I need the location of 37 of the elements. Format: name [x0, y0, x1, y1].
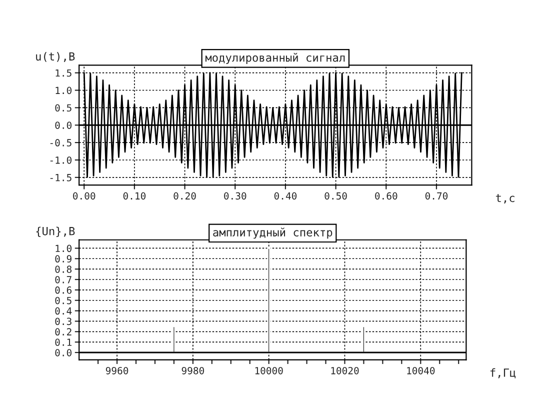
x-tick-label: 10000: [255, 366, 283, 374]
y-tick-label: 0.2: [55, 328, 72, 336]
y-tick-label: 0.7: [55, 276, 72, 284]
x-axis-title: f,Гц: [490, 368, 516, 378]
x-tick-label: 0.10: [123, 192, 146, 200]
y-tick-label: -0.5: [50, 139, 72, 146]
y-tick-label: 0.5: [55, 104, 72, 112]
x-tick-label: 9980: [182, 366, 204, 374]
y-tick-label: 1.0: [56, 86, 72, 94]
y-tick-label: 0.5: [55, 296, 72, 304]
y-tick-label: 0.6: [55, 286, 72, 294]
y-tick-label: 0.0: [55, 122, 72, 129]
chart-title: амплитудный спектр: [213, 228, 332, 239]
y-tick-label: -1.0: [50, 156, 72, 164]
chart-title: модулированный сигнал: [205, 52, 345, 64]
x-tick-label: 0.50: [324, 192, 347, 200]
x-tick-label: 10040: [407, 366, 435, 374]
x-tick-label: 9960: [106, 366, 128, 374]
x-tick-label: 0.70: [425, 192, 448, 200]
y-tick-label: 0.9: [55, 255, 72, 262]
x-tick-label: 0.40: [274, 192, 297, 200]
y-axis-title: u(t),B: [36, 52, 75, 62]
x-tick-label: 0.20: [174, 192, 196, 200]
y-axis-title: {Un},B: [36, 226, 75, 237]
y-tick-label: -1.5: [50, 174, 72, 182]
y-tick-label: 0.3: [55, 318, 72, 326]
y-tick-label: 0.1: [55, 338, 72, 346]
x-tick-label: 0.00: [73, 192, 96, 200]
x-tick-label: 10020: [331, 366, 359, 374]
y-tick-label: 0.8: [55, 266, 72, 273]
y-tick-label: 1.0: [56, 244, 72, 252]
y-tick-label: 1.5: [56, 69, 72, 77]
x-tick-label: 0.30: [224, 192, 246, 200]
y-tick-label: 0.4: [55, 307, 72, 315]
y-tick-label: 0.0: [55, 349, 72, 356]
x-tick-label: 0.60: [375, 192, 398, 200]
x-axis-title: t,c: [496, 194, 514, 204]
